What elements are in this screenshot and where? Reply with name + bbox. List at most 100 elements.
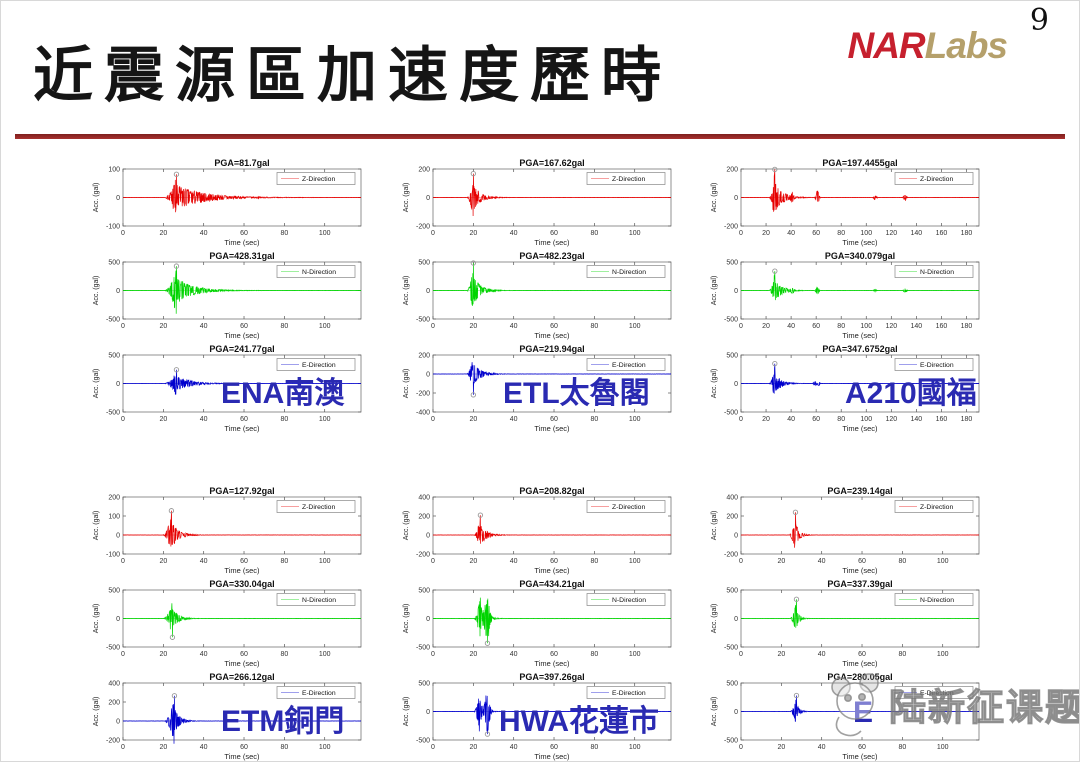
x-tick-label: 40: [510, 558, 518, 565]
legend-label: E-Direction: [612, 362, 646, 369]
x-tick-label: 80: [837, 323, 845, 330]
x-tick-label: 100: [629, 744, 641, 751]
x-tick-label: 100: [629, 230, 641, 237]
y-tick-label: -500: [106, 316, 120, 323]
legend-label: Z-Direction: [920, 176, 953, 183]
x-axis-label: Time (sec): [224, 424, 260, 433]
x-tick-label: 20: [469, 558, 477, 565]
x-tick-label: 20: [469, 651, 477, 658]
x-tick-label: 80: [898, 651, 906, 658]
x-tick-label: 20: [762, 416, 770, 423]
peak-marker: [772, 166, 778, 173]
x-tick-label: 40: [200, 558, 208, 565]
y-tick-label: 200: [418, 352, 430, 359]
x-tick-label: 100: [629, 651, 641, 658]
waveform-trace: [122, 510, 361, 547]
y-tick-label: -500: [724, 644, 738, 651]
x-tick-label: 0: [121, 416, 125, 423]
x-axis-label: Time (sec): [842, 659, 878, 668]
waveform-trace: [741, 363, 980, 394]
x-tick-label: 140: [911, 416, 923, 423]
x-tick-label: 60: [240, 744, 248, 751]
x-tick-label: 100: [319, 558, 331, 565]
x-tick-label: 0: [431, 416, 435, 423]
y-tick-label: 400: [108, 680, 120, 687]
peak-marker: [772, 361, 778, 367]
x-axis-label: Time (sec): [224, 238, 260, 247]
x-tick-label: 60: [812, 230, 820, 237]
y-tick-label: 0: [426, 616, 430, 623]
x-tick-label: 80: [280, 558, 288, 565]
y-axis-label: Acc. (gal): [403, 511, 410, 541]
legend-label: N-Direction: [302, 597, 336, 604]
x-tick-label: 80: [280, 323, 288, 330]
subplot-z-direction: PGA=197.4455gal 0 20 40 60 80 100 120 140 160 180 2…: [711, 158, 980, 247]
pga-title: PGA=167.62gal: [519, 158, 584, 168]
peak-marker: [173, 263, 180, 269]
y-tick-label: 0: [116, 195, 120, 202]
station-name-label: ETL太魯閣: [503, 377, 650, 410]
x-tick-label: 80: [590, 416, 598, 423]
watermark: 陆新征课题组: [827, 669, 1079, 739]
y-tick-label: 400: [726, 494, 738, 501]
x-tick-label: 20: [777, 744, 785, 751]
x-tick-label: 20: [159, 744, 167, 751]
peak-marker: [173, 171, 180, 177]
x-tick-label: 60: [240, 558, 248, 565]
y-axis-label: Acc. (gal): [711, 276, 718, 306]
y-tick-label: 500: [108, 259, 120, 266]
narlabs-logo: NARLabs: [847, 25, 1008, 67]
y-axis-label: Acc. (gal): [711, 511, 718, 541]
y-tick-label: -500: [416, 644, 430, 651]
pga-title: PGA=280.05gal: [827, 672, 892, 682]
y-tick-label: -400: [416, 409, 430, 416]
station-panel-etm: PGA=127.92gal 0 20 40 60 80 100 200 100 0 -100 Time…: [89, 484, 367, 761]
y-axis-label: Acc. (gal): [403, 183, 410, 213]
y-tick-label: 500: [726, 352, 738, 359]
pga-title: PGA=482.23gal: [519, 251, 584, 261]
x-tick-label: 100: [319, 651, 331, 658]
waveform-trace: [123, 369, 361, 395]
x-axis-label: Time (sec): [534, 331, 570, 340]
peak-marker: [484, 731, 491, 737]
x-tick-label: 120: [885, 416, 897, 423]
waveform-trace: [740, 512, 979, 548]
pga-title: PGA=241.77gal: [209, 344, 274, 354]
x-tick-label: 40: [510, 416, 518, 423]
y-tick-label: -500: [106, 644, 120, 651]
x-tick-label: 80: [590, 744, 598, 751]
legend-label: E-Direction: [302, 690, 336, 697]
logo-text-labs: Labs: [924, 25, 1008, 66]
x-tick-label: 40: [200, 416, 208, 423]
y-axis-label: Acc. (gal): [403, 604, 410, 634]
y-tick-label: 500: [726, 680, 738, 687]
x-tick-label: 20: [469, 230, 477, 237]
x-tick-label: 80: [837, 230, 845, 237]
panda-icon: [831, 673, 879, 737]
x-tick-label: 40: [510, 744, 518, 751]
x-tick-label: 100: [937, 651, 949, 658]
legend-label: E-Direction: [302, 362, 336, 369]
x-tick-label: 100: [319, 416, 331, 423]
x-axis-label: Time (sec): [534, 424, 570, 433]
subplot-e-direction: PGA=219.94gal 0 20 40 60 80 100 200 0 -200 -400 Tim…: [403, 344, 672, 433]
pga-title: PGA=340.079gal: [825, 251, 895, 261]
pga-title: PGA=330.04gal: [209, 579, 274, 589]
x-tick-label: 60: [240, 416, 248, 423]
x-axis-label: Time (sec): [534, 566, 570, 575]
x-axis-label: Time (sec): [534, 659, 570, 668]
x-tick-label: 0: [431, 744, 435, 751]
y-tick-label: -200: [416, 390, 430, 397]
x-tick-label: 0: [739, 416, 743, 423]
y-tick-label: -500: [724, 409, 738, 416]
waveform-trace: [740, 271, 979, 301]
x-axis-label: Time (sec): [842, 331, 878, 340]
x-tick-label: 100: [937, 744, 949, 751]
legend-label: N-Direction: [612, 269, 646, 276]
y-tick-label: 0: [116, 718, 120, 725]
waveform-trace: [433, 695, 671, 735]
y-tick-label: 200: [108, 699, 120, 706]
pga-title: PGA=347.6752gal: [822, 344, 897, 354]
